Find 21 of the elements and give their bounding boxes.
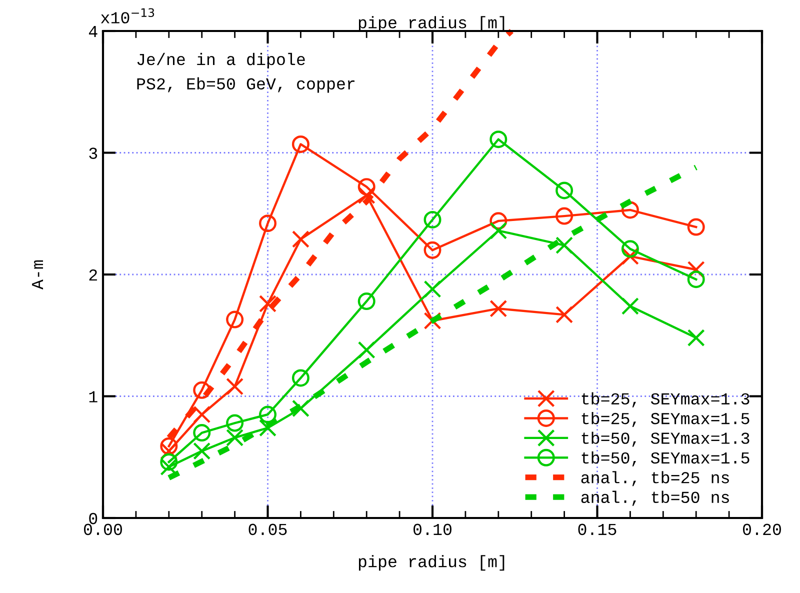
legend-label: anal., tb=50 ns bbox=[581, 490, 729, 506]
x-axis-title: pipe radius [m] bbox=[358, 555, 504, 571]
legend-label: tb=50, SEYmax=1.5 bbox=[582, 451, 750, 466]
annotation: PS2, Eb=50 GeV, copper bbox=[137, 77, 354, 93]
annotation: Je/ne in a dipole bbox=[137, 52, 305, 68]
text: x10$^{−13}$ bbox=[100, 8, 154, 24]
legend-label: tb=25, SEYmax=1.5 bbox=[582, 412, 750, 428]
y-tick-label: 3 bbox=[89, 148, 98, 159]
legend-label: anal., tb=25 ns bbox=[581, 471, 729, 486]
y-tick-label: 0 bbox=[89, 512, 98, 524]
y-tick-label: 1 bbox=[89, 391, 98, 402]
x-tick-label: 0.20 bbox=[743, 524, 781, 536]
x-tick-label: 0.05 bbox=[248, 524, 287, 536]
x-tick-label: 0.15 bbox=[578, 524, 616, 536]
y-tick-label: 2 bbox=[89, 269, 97, 281]
y-axis-title: A-m bbox=[32, 260, 44, 290]
legend-label: tb=25, SEYmax=1.3 bbox=[582, 392, 750, 408]
y-tick-label: 4 bbox=[88, 26, 98, 38]
x-tick-label: 0.10 bbox=[414, 524, 452, 536]
x-tick-label: 0.00 bbox=[84, 524, 122, 536]
legend-label: tb=50, SEYmax=1.3 bbox=[582, 432, 750, 447]
